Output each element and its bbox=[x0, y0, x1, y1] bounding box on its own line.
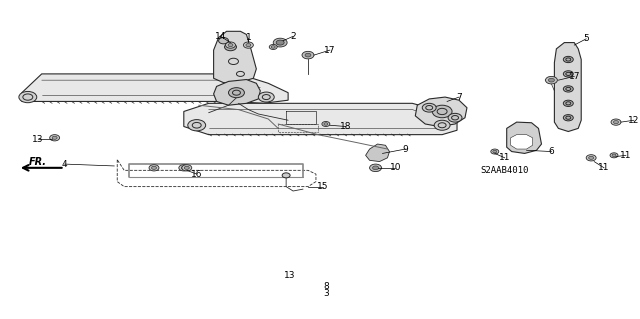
Text: 6: 6 bbox=[548, 147, 554, 156]
Circle shape bbox=[491, 149, 499, 154]
Polygon shape bbox=[22, 74, 288, 103]
Text: 8: 8 bbox=[323, 282, 329, 291]
Polygon shape bbox=[214, 31, 257, 83]
Circle shape bbox=[589, 156, 594, 160]
Circle shape bbox=[219, 38, 228, 44]
Circle shape bbox=[586, 155, 596, 161]
Text: 13: 13 bbox=[284, 271, 296, 280]
Circle shape bbox=[225, 42, 236, 48]
Circle shape bbox=[184, 166, 189, 169]
Circle shape bbox=[563, 71, 573, 77]
Circle shape bbox=[432, 105, 452, 118]
Text: 1: 1 bbox=[246, 33, 252, 42]
Circle shape bbox=[369, 164, 381, 172]
Circle shape bbox=[548, 78, 554, 82]
Circle shape bbox=[493, 150, 497, 153]
Text: 3: 3 bbox=[323, 289, 329, 298]
Polygon shape bbox=[554, 42, 581, 131]
Circle shape bbox=[246, 43, 251, 47]
Circle shape bbox=[302, 51, 314, 59]
Text: 11: 11 bbox=[620, 151, 632, 160]
Circle shape bbox=[372, 166, 378, 170]
Circle shape bbox=[563, 56, 573, 63]
Text: 18: 18 bbox=[340, 122, 351, 131]
Circle shape bbox=[50, 135, 60, 141]
Circle shape bbox=[322, 122, 330, 127]
Text: 2: 2 bbox=[291, 32, 296, 41]
Text: 7: 7 bbox=[456, 93, 462, 101]
Text: 9: 9 bbox=[403, 145, 408, 153]
Circle shape bbox=[612, 154, 616, 157]
Circle shape bbox=[152, 166, 157, 169]
Circle shape bbox=[545, 77, 557, 84]
Polygon shape bbox=[507, 122, 541, 153]
Circle shape bbox=[182, 165, 192, 171]
Polygon shape bbox=[511, 135, 532, 149]
Text: 11: 11 bbox=[499, 153, 511, 162]
Circle shape bbox=[149, 165, 159, 171]
Polygon shape bbox=[365, 144, 390, 161]
Circle shape bbox=[563, 115, 573, 121]
Circle shape bbox=[179, 165, 189, 171]
Text: 15: 15 bbox=[317, 182, 329, 191]
Text: 12: 12 bbox=[628, 116, 639, 125]
Circle shape bbox=[273, 38, 287, 47]
Text: 13: 13 bbox=[32, 135, 44, 144]
Text: S2AAB4010: S2AAB4010 bbox=[480, 166, 529, 175]
Text: 11: 11 bbox=[598, 163, 610, 172]
Text: 17: 17 bbox=[568, 72, 580, 81]
Circle shape bbox=[243, 42, 253, 48]
Circle shape bbox=[228, 88, 244, 98]
Circle shape bbox=[422, 103, 436, 112]
Text: 10: 10 bbox=[390, 163, 401, 172]
Circle shape bbox=[610, 153, 618, 158]
Circle shape bbox=[611, 119, 621, 125]
Circle shape bbox=[614, 121, 618, 124]
Text: FR.: FR. bbox=[29, 157, 47, 167]
Circle shape bbox=[19, 92, 36, 103]
Text: 16: 16 bbox=[191, 170, 202, 179]
Circle shape bbox=[434, 120, 450, 130]
Circle shape bbox=[52, 136, 57, 139]
Circle shape bbox=[563, 100, 573, 107]
Circle shape bbox=[448, 113, 462, 122]
Text: 5: 5 bbox=[583, 34, 589, 43]
Circle shape bbox=[225, 43, 236, 51]
Circle shape bbox=[282, 173, 290, 178]
Text: 4: 4 bbox=[62, 160, 67, 168]
Circle shape bbox=[259, 92, 274, 102]
Polygon shape bbox=[214, 79, 260, 105]
Text: 17: 17 bbox=[324, 46, 335, 55]
Circle shape bbox=[563, 86, 573, 92]
Polygon shape bbox=[415, 97, 467, 127]
Circle shape bbox=[181, 166, 186, 169]
Circle shape bbox=[305, 53, 311, 57]
Circle shape bbox=[271, 46, 275, 48]
Circle shape bbox=[228, 43, 233, 47]
Circle shape bbox=[269, 44, 277, 49]
Circle shape bbox=[324, 123, 328, 125]
Polygon shape bbox=[184, 103, 457, 135]
Circle shape bbox=[276, 40, 284, 45]
Circle shape bbox=[188, 120, 205, 131]
Text: 14: 14 bbox=[215, 32, 227, 41]
